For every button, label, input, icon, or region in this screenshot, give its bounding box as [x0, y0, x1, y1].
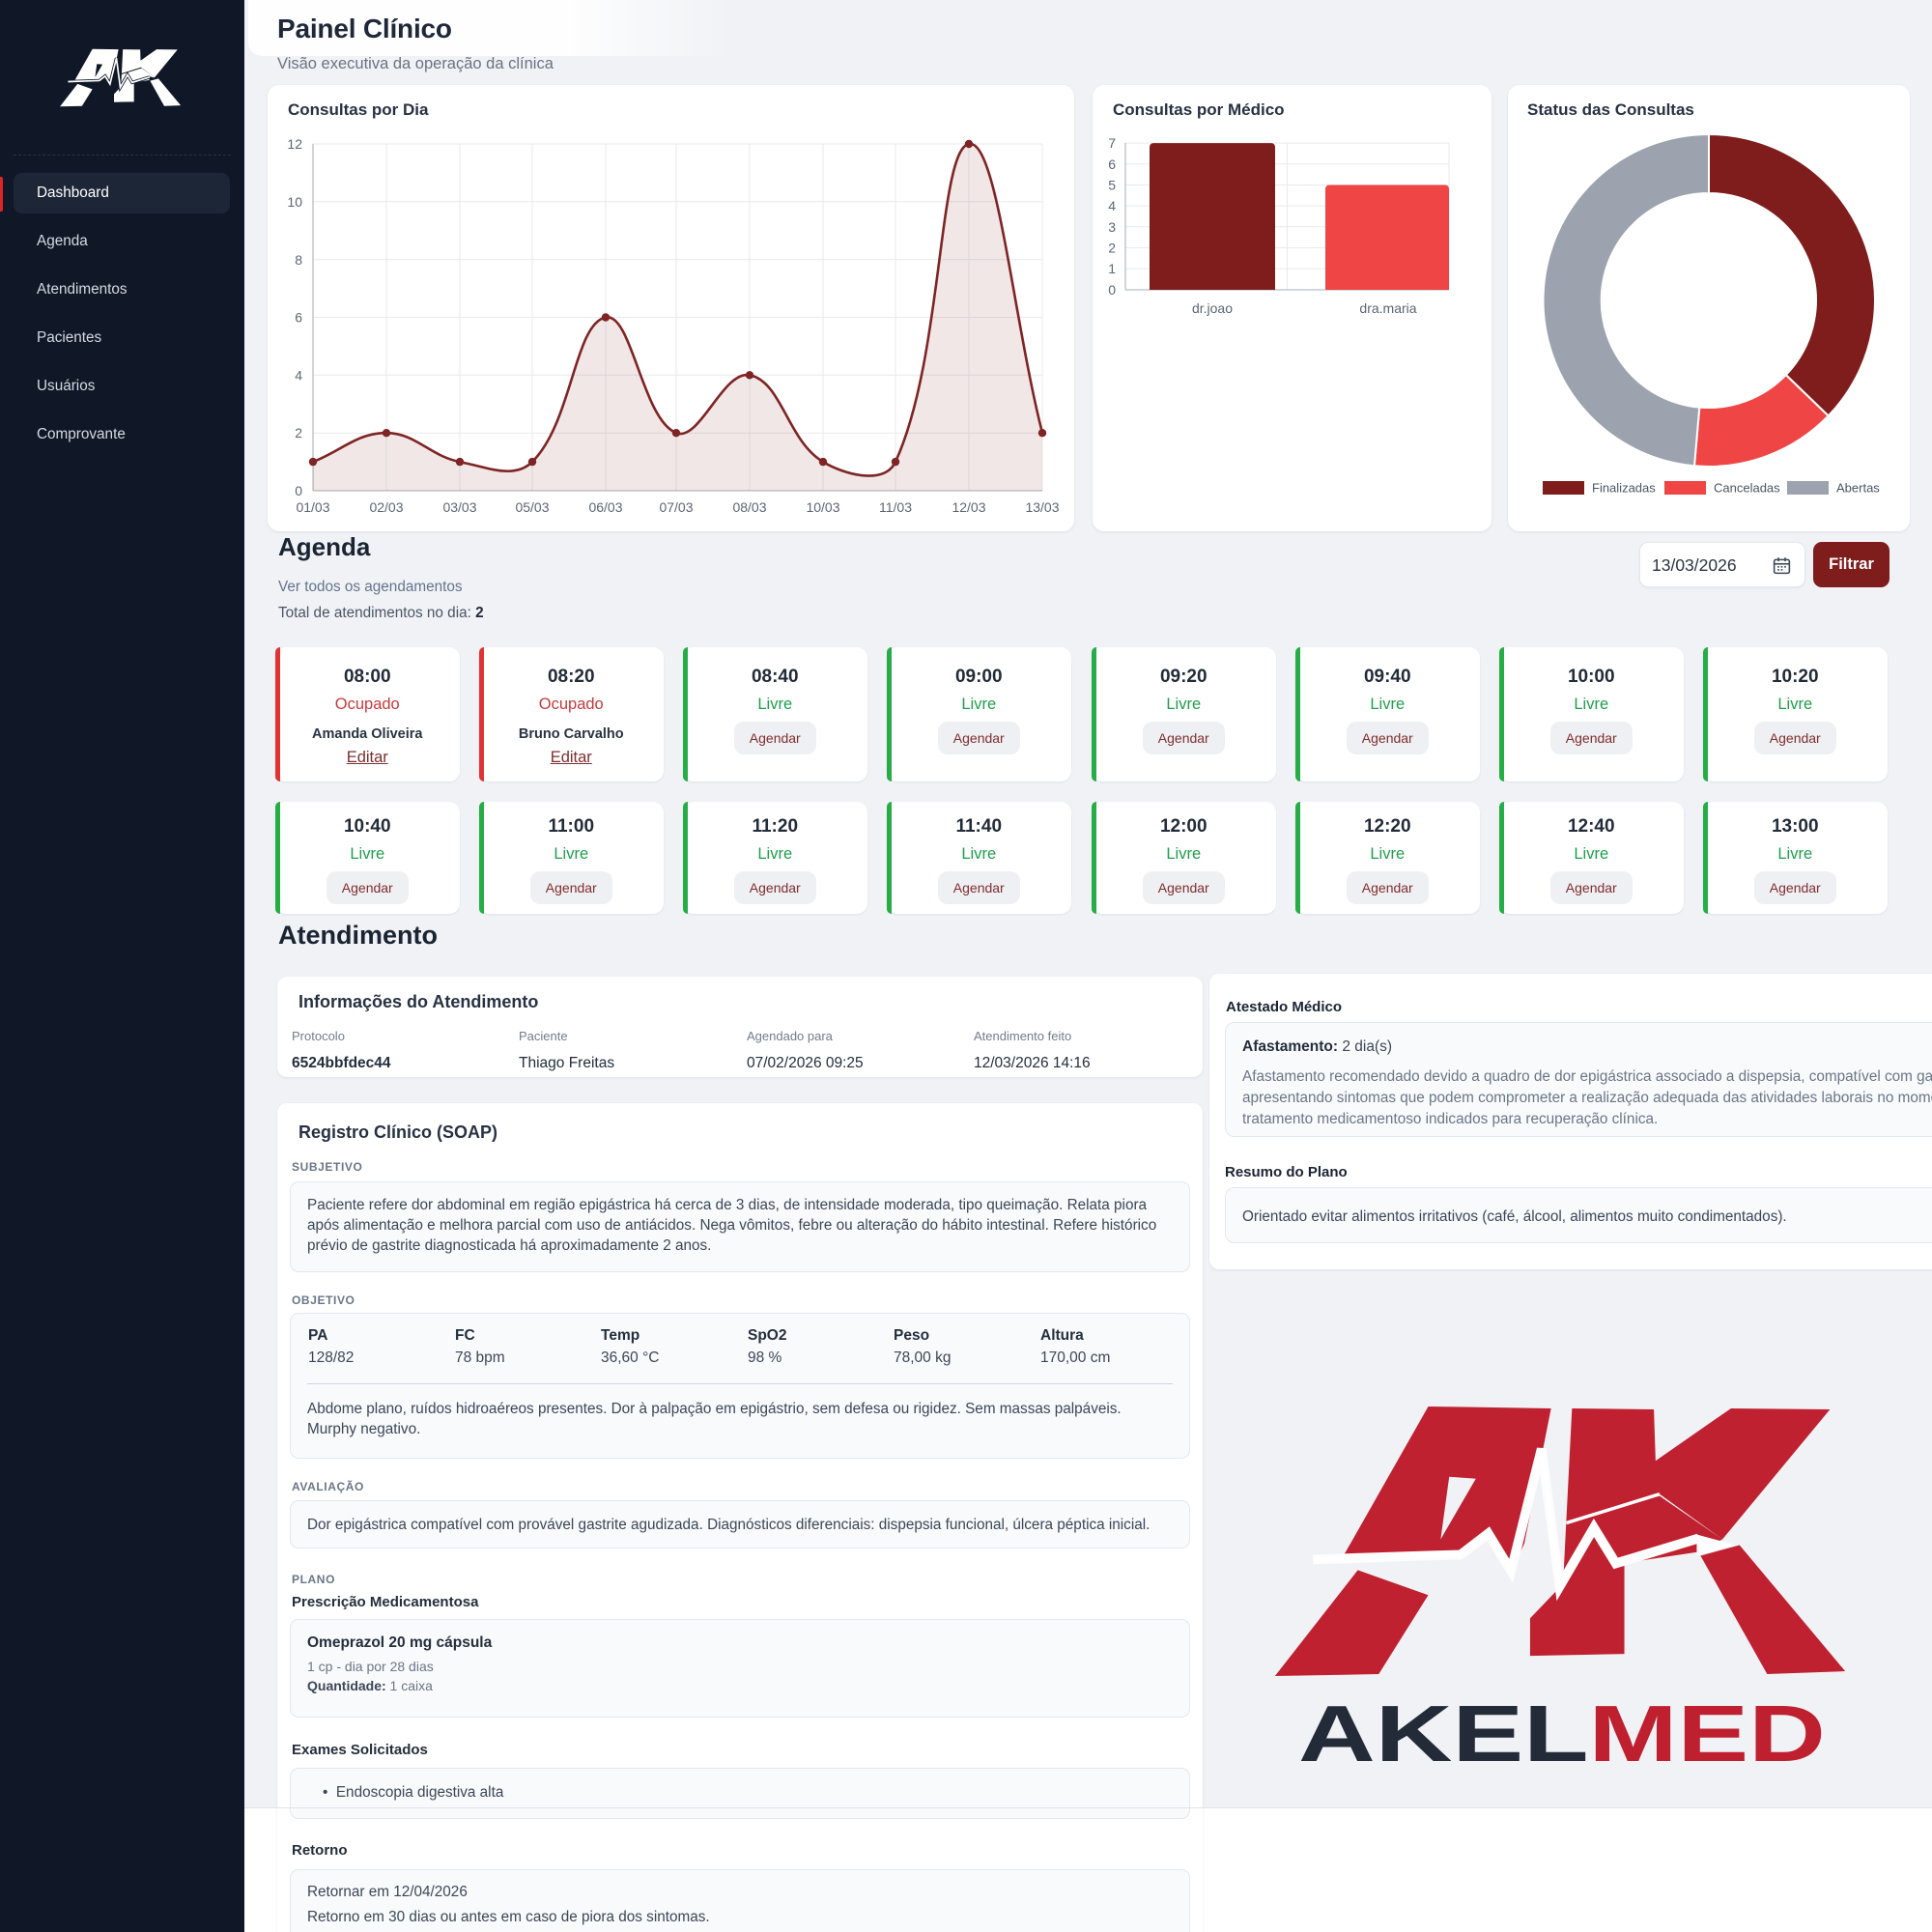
- svg-text:4: 4: [295, 368, 302, 384]
- svg-text:13/03: 13/03: [1025, 499, 1059, 515]
- svg-text:02/03: 02/03: [369, 499, 403, 515]
- svg-text:1: 1: [1108, 261, 1116, 276]
- svg-text:03/03: 03/03: [442, 499, 476, 515]
- svg-text:3: 3: [1108, 219, 1116, 235]
- svg-text:12/03: 12/03: [952, 499, 985, 515]
- svg-text:0: 0: [1108, 282, 1116, 298]
- svg-text:dra.maria: dra.maria: [1359, 300, 1416, 316]
- svg-text:2: 2: [295, 425, 302, 440]
- svg-text:7: 7: [1108, 135, 1116, 151]
- svg-text:6: 6: [295, 310, 302, 326]
- svg-text:01/03: 01/03: [296, 499, 329, 515]
- svg-text:Abertas: Abertas: [1836, 481, 1880, 496]
- svg-text:07/03: 07/03: [659, 499, 693, 515]
- svg-text:10/03: 10/03: [806, 499, 839, 515]
- svg-text:06/03: 06/03: [588, 499, 622, 515]
- svg-text:6: 6: [1108, 156, 1116, 172]
- svg-text:dr.joao: dr.joao: [1192, 300, 1233, 316]
- svg-text:5: 5: [1108, 178, 1116, 193]
- svg-text:11/03: 11/03: [879, 499, 912, 515]
- svg-text:Finalizadas: Finalizadas: [1592, 481, 1656, 496]
- svg-text:10: 10: [287, 194, 302, 210]
- svg-text:12: 12: [287, 136, 302, 152]
- svg-text:08/03: 08/03: [732, 499, 766, 515]
- svg-text:2: 2: [1108, 241, 1116, 256]
- svg-text:05/03: 05/03: [515, 499, 549, 515]
- svg-text:8: 8: [295, 252, 302, 268]
- svg-text:0: 0: [295, 483, 302, 498]
- svg-text:4: 4: [1108, 198, 1116, 213]
- svg-text:Canceladas: Canceladas: [1714, 481, 1780, 496]
